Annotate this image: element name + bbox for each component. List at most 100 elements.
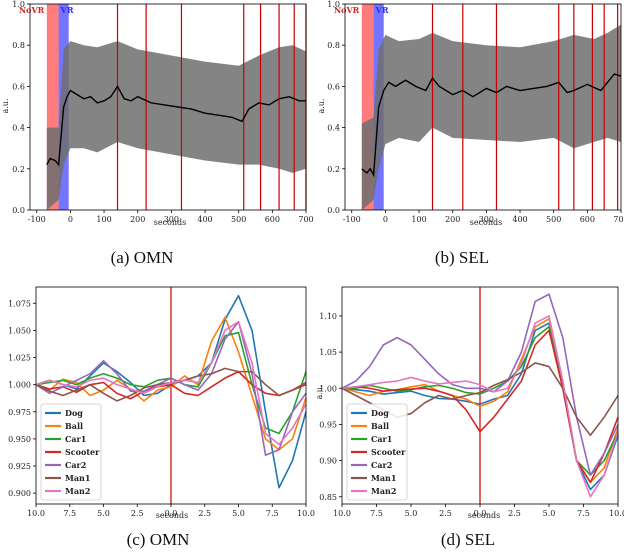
xtick-label-c-1: 7.5 <box>63 509 76 518</box>
xtick-label-a-4: 300 <box>164 215 179 224</box>
xtick-label-a-1: 0 <box>68 215 73 224</box>
xtick-label-b-4: 300 <box>479 215 494 224</box>
xtick-label-a-0: -100 <box>28 215 46 224</box>
caption-b: (b) SEL <box>435 248 489 267</box>
legend-label-scooter-d: Scooter <box>371 447 406 457</box>
xtick-label-b-5: 400 <box>512 215 527 224</box>
xtick-label-b-2: 100 <box>411 215 426 224</box>
xlabel-a: seconds <box>154 218 187 227</box>
xtick-label-d-6: 5.0 <box>543 509 556 518</box>
plot-area-c: Dog Ball Car1 Scooter Car2 Man1 Man2 10.0 7.5 5.0… <box>8 286 315 518</box>
ytick-label-b-4: 0.8 <box>327 41 340 50</box>
legend-label-man2-d: Man2 <box>371 486 396 496</box>
band-label-vr-b: VR <box>375 5 389 15</box>
panel-c-omn: (c) OMN seconds Dog Ball Car1 Scooter Car2 Ma… <box>8 286 315 549</box>
xtick-label-c-3: 2.5 <box>131 509 144 518</box>
plot-area-d: Dog Ball Car1 Scooter Car2 Man1 Man2 10.0 7.5 5.0… <box>319 286 624 518</box>
ytick-label-c-2: 0.950 <box>8 435 31 444</box>
caption-a: (a) OMN <box>111 248 174 267</box>
series-line-scooter-c <box>35 370 307 400</box>
ytick-label-c-3: 0.975 <box>8 408 31 417</box>
ytick-label-c-1: 0.925 <box>8 462 31 471</box>
xtick-label-d-1: 7.5 <box>370 509 383 518</box>
legend-box-c <box>40 403 102 501</box>
legend-label-ball-c: Ball <box>65 421 83 431</box>
legend-c: Dog Ball Car1 Scooter Car2 Man1 Man2 <box>40 403 102 501</box>
ytick-label-c-5: 1.025 <box>8 354 31 363</box>
xtick-label-b-8: 700 <box>613 215 624 224</box>
series-line-man2-c <box>35 320 307 446</box>
xtick-label-d-7: 7.5 <box>577 509 590 518</box>
ytick-label-b-3: 0.6 <box>327 82 340 91</box>
legend-box-d <box>346 403 408 501</box>
ytick-label-c-6: 1.050 <box>8 326 31 335</box>
caption-c: (c) OMN <box>127 530 190 549</box>
series-line-car2-d <box>341 293 619 476</box>
xtick-label-c-2: 5.0 <box>97 509 110 518</box>
legend-label-car2-c: Car2 <box>65 460 86 470</box>
plot-area-b: NoVR VR -100 0 100 200 300 400 500 600 700 0.0 0.2 0.… <box>327 0 624 224</box>
ytick-label-a-2: 0.4 <box>12 124 25 133</box>
ylabel-a: a.u. <box>1 98 10 113</box>
legend-label-car2-d: Car2 <box>371 460 392 470</box>
axes-frame-a <box>29 3 307 211</box>
legend-d: Dog Ball Car1 Scooter Car2 Man1 Man2 <box>346 403 408 501</box>
xtick-label-d-8: 10.0 <box>609 509 624 518</box>
ytick-label-b-0: 0.0 <box>327 206 340 215</box>
ylabel-b: a.u. <box>317 98 326 113</box>
legend-label-dog-d: Dog <box>371 408 389 418</box>
xtick-label-c-8: 10.0 <box>297 509 315 518</box>
xtick-label-b-1: 0 <box>383 215 388 224</box>
xtick-label-b-0: -100 <box>343 215 361 224</box>
xtick-label-a-2: 100 <box>96 215 111 224</box>
xtick-label-d-4: 0.0 <box>474 509 487 518</box>
xlabel-b: seconds <box>470 218 503 227</box>
xtick-label-a-6: 500 <box>231 215 246 224</box>
std-band-b <box>361 24 621 210</box>
xtick-label-c-4: 0.0 <box>165 509 178 518</box>
legend-label-car1-c: Car1 <box>65 434 86 444</box>
mean-line-b <box>361 73 622 178</box>
ytick-label-b-5: 1.0 <box>327 0 340 9</box>
xtick-label-c-6: 5.0 <box>232 509 245 518</box>
xtick-label-b-6: 500 <box>546 215 561 224</box>
legend-label-man1-d: Man1 <box>371 473 396 483</box>
legend-label-man1-c: Man1 <box>65 473 90 483</box>
axes-frame-b <box>344 3 622 211</box>
mean-line-a <box>46 85 306 167</box>
legend-label-dog-c: Dog <box>65 408 83 418</box>
plot-area-a: NoVR VR -100 0 100 200 300 400 500 600 700 0.0 0.2 0.… <box>12 0 313 224</box>
xtick-label-b-3: 200 <box>445 215 460 224</box>
xtick-label-c-0: 10.0 <box>27 509 45 518</box>
ytick-label-d-1: 0.90 <box>319 457 337 466</box>
xtick-label-a-8: 700 <box>298 215 313 224</box>
xtick-label-a-3: 200 <box>130 215 145 224</box>
ytick-label-a-1: 0.2 <box>12 165 25 174</box>
ytick-label-a-5: 1.0 <box>12 0 25 9</box>
ytick-label-b-2: 0.4 <box>327 124 340 133</box>
legend-label-car1-d: Car1 <box>371 434 392 444</box>
ytick-label-a-0: 0.0 <box>12 206 25 215</box>
caption-d: (d) SEL <box>441 530 495 549</box>
xtick-label-d-2: 5.0 <box>405 509 418 518</box>
ytick-label-d-0: 0.85 <box>319 493 337 502</box>
panel-a-omn: (a) OMN seconds a.u. NoVR VR -100 0 100 200 30… <box>1 0 314 267</box>
band-novr-a <box>46 4 59 210</box>
xtick-label-c-5: 2.5 <box>198 509 211 518</box>
ylabel-d: a.u. <box>315 384 324 399</box>
band-label-novr-a: NoVR <box>19 5 45 15</box>
xlabel-c: seconds <box>156 511 189 520</box>
xtick-label-c-7: 7.5 <box>266 509 279 518</box>
xtick-label-a-5: 400 <box>197 215 212 224</box>
xlabel-d: seconds <box>468 511 501 520</box>
series-line-man2-d <box>341 315 619 498</box>
xtick-label-d-3: 2.5 <box>439 509 452 518</box>
ytick-label-c-7: 1.075 <box>8 299 31 308</box>
std-band-a <box>46 41 306 210</box>
ytick-label-a-3: 0.6 <box>12 82 25 91</box>
panel-d-sel: (d) SEL seconds a.u. Dog Ball Car1 Scooter C… <box>315 286 624 549</box>
xtick-label-d-5: 2.5 <box>508 509 521 518</box>
series-line-car2-c <box>35 320 307 456</box>
ytick-label-b-1: 0.2 <box>327 165 340 174</box>
legend-label-scooter-c: Scooter <box>65 447 100 457</box>
